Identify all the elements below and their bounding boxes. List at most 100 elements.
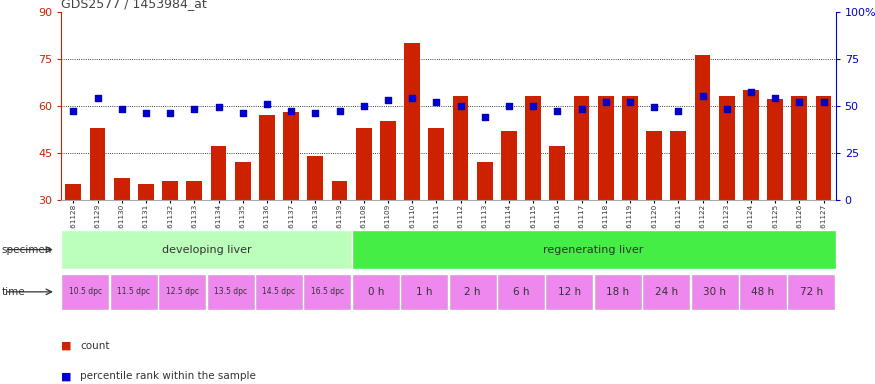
Bar [477, 162, 493, 200]
Bar [647, 131, 662, 200]
Point [139, 110, 153, 116]
Bar [186, 181, 202, 200]
Text: ■: ■ [61, 371, 72, 381]
Text: 16.5 dpc: 16.5 dpc [311, 287, 344, 296]
Text: percentile rank within the sample: percentile rank within the sample [80, 371, 256, 381]
Bar [695, 55, 710, 200]
Text: 12.5 dpc: 12.5 dpc [165, 287, 199, 296]
Bar [450, 275, 495, 309]
Bar [574, 96, 590, 200]
Bar [550, 146, 565, 200]
Bar [404, 43, 420, 200]
Bar [138, 184, 154, 200]
Text: 11.5 dpc: 11.5 dpc [117, 287, 150, 296]
Bar [501, 131, 517, 200]
Point [526, 103, 540, 109]
Bar [162, 181, 178, 200]
Point [212, 104, 226, 111]
Text: time: time [2, 287, 25, 297]
Bar [525, 96, 541, 200]
Point [90, 95, 104, 101]
Bar [691, 275, 738, 309]
Bar [719, 96, 735, 200]
Text: 2 h: 2 h [465, 287, 481, 297]
Point [308, 110, 322, 116]
Bar [622, 96, 638, 200]
Bar [743, 90, 759, 200]
Bar [259, 115, 275, 200]
Bar [304, 275, 350, 309]
Bar [356, 127, 372, 200]
Bar [61, 230, 352, 269]
Text: count: count [80, 341, 110, 351]
Point [744, 89, 758, 96]
Text: ■: ■ [61, 341, 72, 351]
Text: GDS2577 / 1453984_at: GDS2577 / 1453984_at [61, 0, 207, 10]
Point [405, 95, 419, 101]
Point [623, 99, 637, 105]
Bar [788, 275, 835, 309]
Bar [429, 127, 444, 200]
Point [816, 99, 830, 105]
Bar [402, 275, 447, 309]
Text: 6 h: 6 h [513, 287, 529, 297]
Point [260, 101, 274, 107]
Point [430, 99, 444, 105]
Text: 30 h: 30 h [704, 287, 726, 297]
Bar [380, 121, 396, 200]
Text: 18 h: 18 h [606, 287, 629, 297]
Point [332, 108, 346, 114]
Bar [234, 162, 250, 200]
Text: 14.5 dpc: 14.5 dpc [262, 287, 296, 296]
Point [478, 114, 492, 120]
Bar [353, 275, 399, 309]
Bar [598, 96, 613, 200]
Bar [498, 275, 544, 309]
Bar [62, 275, 108, 309]
Bar [284, 112, 299, 200]
Point [502, 103, 516, 109]
Bar [332, 181, 347, 200]
Text: regenerating liver: regenerating liver [543, 245, 644, 255]
Bar [114, 178, 130, 200]
Text: 24 h: 24 h [654, 287, 678, 297]
Point [453, 103, 467, 109]
Point [671, 108, 685, 114]
Point [357, 103, 371, 109]
Bar [767, 99, 783, 200]
Bar [643, 275, 690, 309]
Point [550, 108, 564, 114]
Bar [670, 131, 686, 200]
Bar [207, 275, 254, 309]
Bar [66, 184, 81, 200]
Point [235, 110, 249, 116]
Text: 72 h: 72 h [800, 287, 823, 297]
Text: specimen: specimen [2, 245, 52, 255]
Bar [792, 96, 808, 200]
Text: 1 h: 1 h [416, 287, 432, 297]
Point [648, 104, 662, 111]
Bar [547, 275, 592, 309]
Point [720, 106, 734, 113]
Bar [452, 96, 468, 200]
Point [696, 93, 710, 99]
Bar [256, 275, 302, 309]
Point [66, 108, 80, 114]
Bar [740, 275, 786, 309]
Point [115, 106, 129, 113]
Text: 12 h: 12 h [558, 287, 581, 297]
Point [284, 108, 298, 114]
Point [381, 97, 395, 103]
Point [598, 99, 612, 105]
Text: 0 h: 0 h [368, 287, 384, 297]
Point [163, 110, 177, 116]
Bar [352, 230, 836, 269]
Bar [595, 275, 640, 309]
Point [793, 99, 807, 105]
Point [768, 95, 782, 101]
Bar [211, 146, 227, 200]
Bar [816, 96, 831, 200]
Bar [159, 275, 206, 309]
Text: developing liver: developing liver [162, 245, 251, 255]
Text: 13.5 dpc: 13.5 dpc [214, 287, 248, 296]
